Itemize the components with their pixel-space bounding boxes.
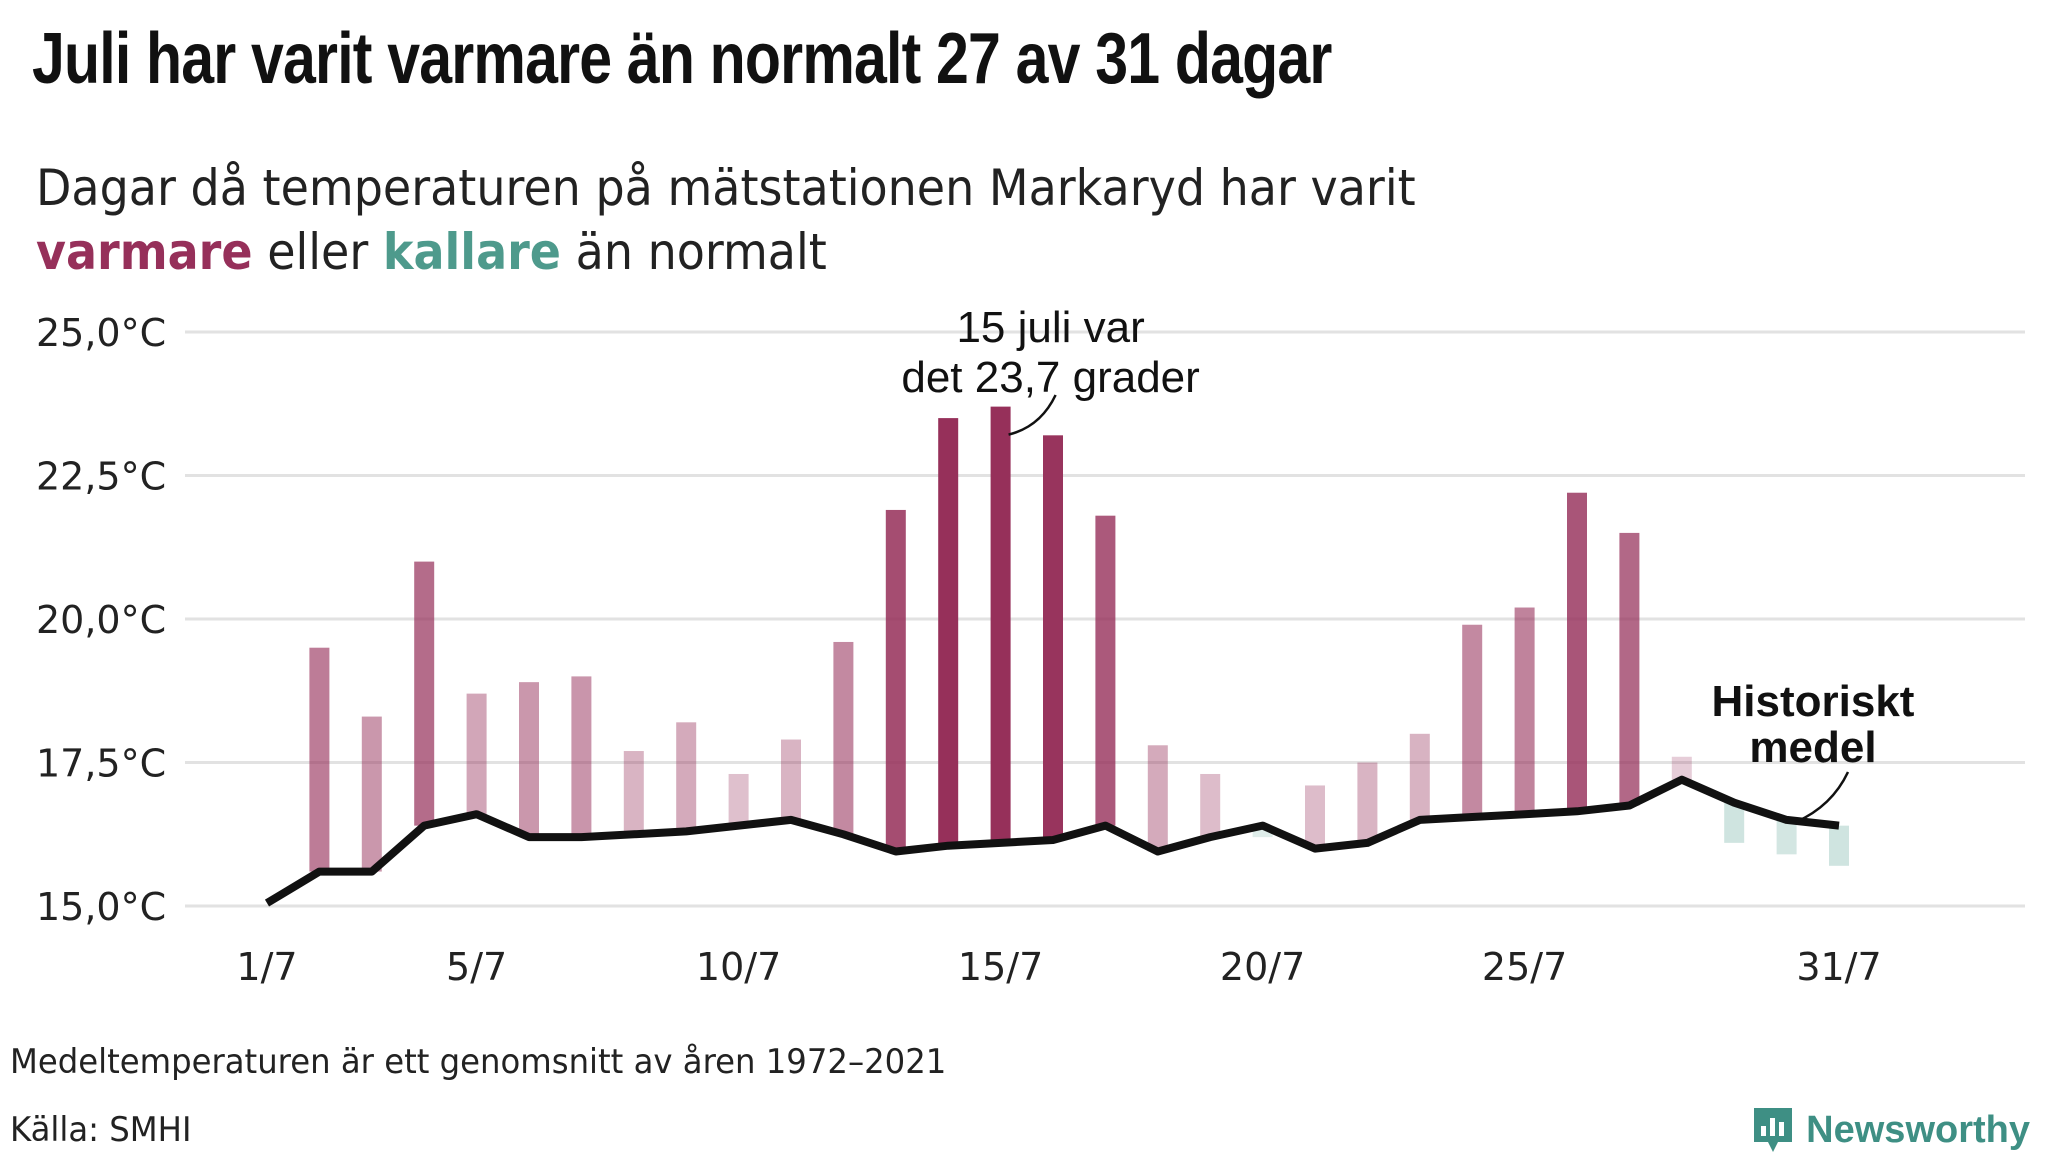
x-tick-label: 1/7 [236, 945, 297, 989]
bar-colder [1776, 819, 1797, 855]
bar-warmer [1305, 785, 1325, 849]
bar-warmer [1567, 492, 1587, 812]
bar-warmer [1200, 773, 1221, 838]
x-tick-label: 25/7 [1482, 945, 1567, 989]
bar-colder [1724, 802, 1745, 843]
y-tick-label: 25,0°C [36, 311, 166, 355]
subtitle-cold-word: kallare [382, 223, 562, 281]
bar-warmer [519, 682, 539, 838]
historical-mean-line [264, 775, 1840, 907]
bar-colder [1252, 825, 1273, 838]
bar-warmer [466, 693, 487, 815]
x-tick-label: 31/7 [1796, 945, 1881, 989]
subtitle-middle: eller [252, 223, 383, 281]
subtitle-line1: Dagar då temperaturen på mätstationen Ma… [36, 159, 1416, 217]
annotation-peak-pointer [1008, 394, 1057, 436]
y-tick-label: 15,0°C [36, 885, 166, 929]
x-tick-label: 15/7 [958, 945, 1043, 989]
chart-title: Juli har varit varmare än normalt 27 av … [32, 19, 1332, 99]
bar-warmer [1147, 745, 1168, 852]
bar-warmer [885, 509, 906, 852]
annotation-mean-line1: Historiskt [1712, 677, 1915, 726]
source-label: Källa: SMHI [10, 1110, 192, 1150]
bar-warmer [623, 751, 644, 835]
subtitle-warm-word: varmare [36, 223, 253, 281]
y-tick-label: 22,5°C [36, 455, 166, 499]
subtitle-end: än normalt [561, 223, 827, 281]
bar-warmer [1043, 435, 1063, 840]
bar-warmer [1514, 607, 1535, 815]
bar-warmer [309, 647, 330, 872]
x-tick-label: 10/7 [696, 945, 781, 989]
annotation-mean-line2: medel [1749, 723, 1876, 772]
bar-colder [1829, 825, 1849, 866]
bar-warmer [990, 406, 1011, 843]
bar-warmer [728, 773, 749, 826]
newsworthy-logo-icon [1754, 1108, 1793, 1152]
y-tick-label: 20,0°C [36, 598, 166, 642]
footnote: Medeltemperaturen är ett genomsnitt av å… [10, 1042, 947, 1082]
annotation-peak-line1: 15 juli var [956, 303, 1144, 352]
bar-warmer [1409, 733, 1430, 820]
bar-warmer [833, 641, 854, 835]
bar-warmer [1619, 532, 1640, 806]
brand: Newsworthy [1750, 1102, 2030, 1158]
brand-name: Newsworthy [1806, 1108, 2030, 1151]
bar-warmer [361, 716, 382, 872]
bar-warmer [676, 722, 697, 832]
bar-warmer [1357, 762, 1378, 843]
bar-warmer [1462, 624, 1483, 818]
chart-subtitle: Dagar då temperaturen på mätstationen Ma… [36, 156, 1416, 284]
bar-warmer [938, 418, 959, 846]
bar-warmer [1671, 756, 1692, 780]
annotation-mean-pointer [1795, 771, 1850, 824]
bar-warmer [1095, 515, 1116, 826]
bar-warmer [571, 676, 592, 838]
annotation-peak-line2: det 23,7 grader [901, 353, 1199, 402]
x-tick-label: 5/7 [446, 945, 507, 989]
y-tick-label: 17,5°C [36, 742, 166, 786]
bar-warmer [781, 739, 801, 820]
x-tick-label: 20/7 [1220, 945, 1305, 989]
bar-warmer [414, 561, 435, 826]
